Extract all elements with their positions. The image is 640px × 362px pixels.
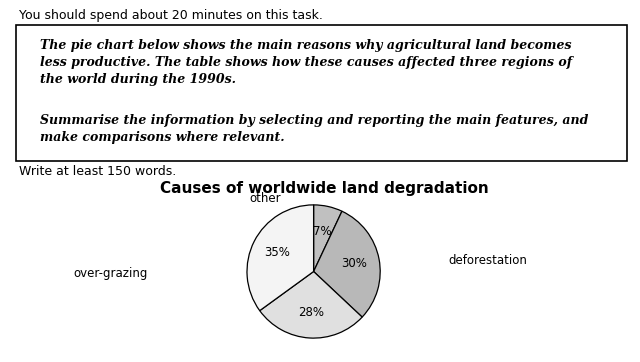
Wedge shape bbox=[314, 205, 342, 272]
Text: Summarise the information by selecting and reporting the main features, and
make: Summarise the information by selecting a… bbox=[40, 114, 589, 144]
Text: You should spend about 20 minutes on this task.: You should spend about 20 minutes on thi… bbox=[19, 9, 323, 22]
Text: over-grazing: over-grazing bbox=[74, 267, 148, 280]
Text: 28%: 28% bbox=[298, 306, 324, 319]
Wedge shape bbox=[247, 205, 314, 311]
FancyBboxPatch shape bbox=[16, 25, 627, 161]
Text: 30%: 30% bbox=[341, 257, 367, 270]
Wedge shape bbox=[314, 211, 380, 317]
Text: other: other bbox=[250, 191, 282, 205]
Text: 35%: 35% bbox=[264, 246, 290, 259]
Text: 7%: 7% bbox=[314, 225, 332, 238]
Text: The pie chart below shows the main reasons why agricultural land becomes
less pr: The pie chart below shows the main reaso… bbox=[40, 39, 573, 86]
Wedge shape bbox=[260, 272, 362, 338]
Text: deforestation: deforestation bbox=[448, 254, 527, 267]
Text: Write at least 150 words.: Write at least 150 words. bbox=[19, 165, 177, 178]
Text: Causes of worldwide land degradation: Causes of worldwide land degradation bbox=[160, 181, 489, 196]
